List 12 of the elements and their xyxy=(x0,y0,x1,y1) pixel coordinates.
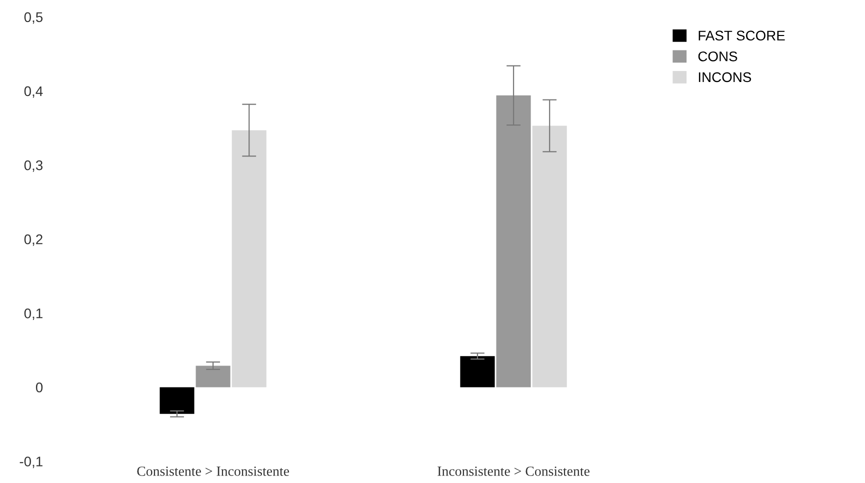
y-tick-label: 0,2 xyxy=(24,234,42,246)
y-tick-label: 0 xyxy=(36,382,43,392)
legend-label: CONS xyxy=(698,51,738,62)
y-tick-label: 0,1 xyxy=(24,308,42,320)
y-tick-label: 0,5 xyxy=(24,12,43,24)
legend-label: INCONS xyxy=(698,72,752,82)
y-tick-label: -0,1 xyxy=(20,456,42,468)
x-tick-label: Consistente > Inconsistente xyxy=(137,466,290,476)
y-tick-label: 0,3 xyxy=(24,160,43,172)
x-tick-label: Inconsistente > Consistente xyxy=(438,466,590,476)
y-tick-label: 0,4 xyxy=(24,86,43,98)
legend-label: FAST SCORE xyxy=(698,30,785,41)
